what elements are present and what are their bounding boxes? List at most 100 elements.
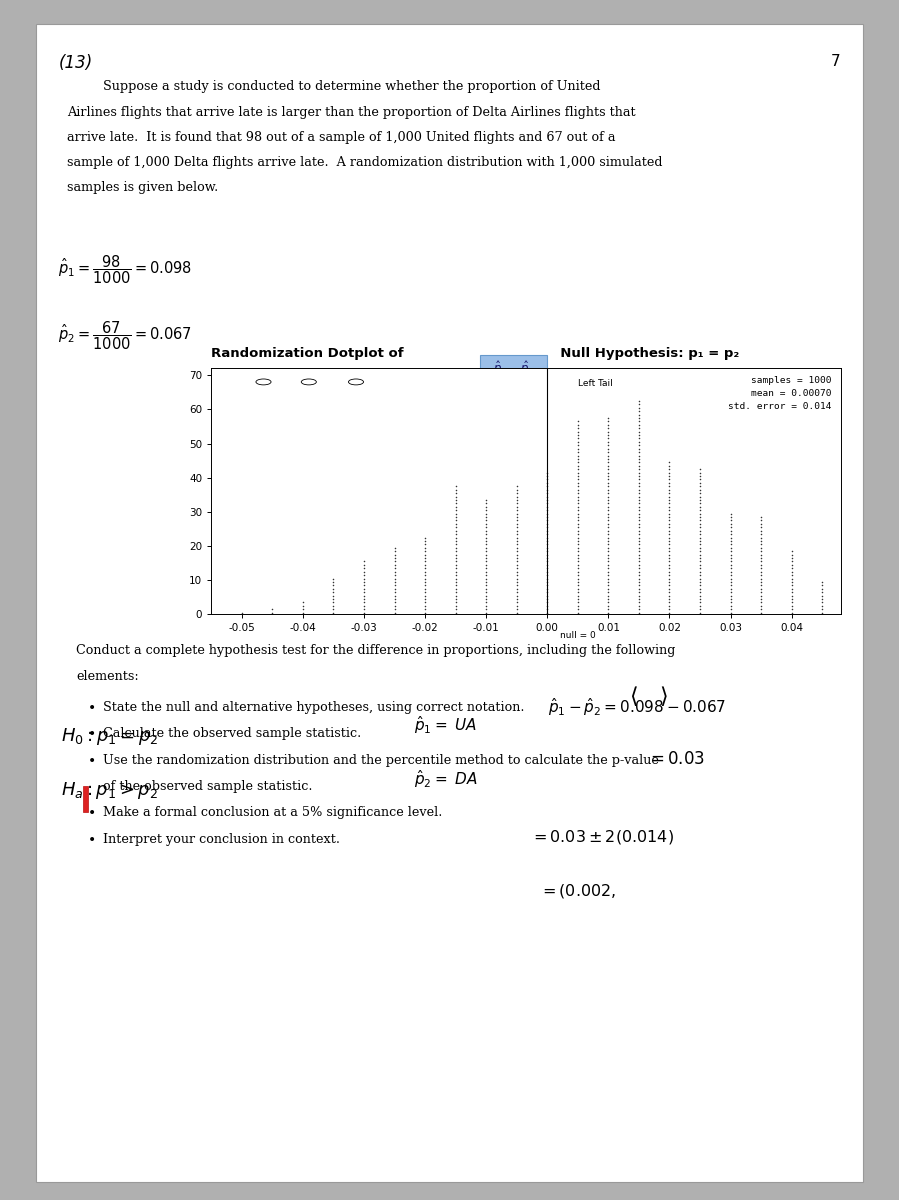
Point xyxy=(632,528,646,547)
Point xyxy=(724,511,738,530)
Point xyxy=(571,426,585,445)
Point xyxy=(540,589,555,608)
Point xyxy=(632,504,646,523)
Text: State the null and alternative hypotheses, using correct notation.: State the null and alternative hypothese… xyxy=(103,701,525,714)
Point xyxy=(479,515,494,534)
Point xyxy=(693,541,708,560)
Point xyxy=(387,562,402,581)
Point xyxy=(387,586,402,605)
Point xyxy=(571,504,585,523)
Point xyxy=(418,569,432,588)
Point xyxy=(540,532,555,551)
Point xyxy=(663,562,677,581)
Point xyxy=(540,473,555,492)
Point xyxy=(387,582,402,601)
Point xyxy=(785,582,799,601)
Point xyxy=(540,504,555,523)
Point xyxy=(663,589,677,608)
Point xyxy=(357,593,371,612)
Point xyxy=(449,484,463,503)
Text: of the observed sample statistic.: of the observed sample statistic. xyxy=(103,780,313,793)
Point xyxy=(693,600,708,619)
Point xyxy=(785,548,799,568)
Point xyxy=(571,470,585,490)
Point xyxy=(632,402,646,421)
Point xyxy=(479,497,494,516)
Text: •: • xyxy=(88,806,96,821)
Point xyxy=(571,449,585,468)
Point xyxy=(754,569,769,588)
Point xyxy=(540,484,555,503)
FancyBboxPatch shape xyxy=(36,24,863,1182)
Point xyxy=(754,548,769,568)
Point xyxy=(510,528,524,547)
Point xyxy=(418,593,432,612)
Point xyxy=(632,422,646,442)
Point xyxy=(479,535,494,554)
Point xyxy=(815,593,830,612)
Point xyxy=(601,545,616,564)
Point xyxy=(540,470,555,490)
Point xyxy=(571,541,585,560)
Point xyxy=(693,535,708,554)
Circle shape xyxy=(256,379,271,385)
Point xyxy=(540,572,555,592)
Point xyxy=(571,493,585,512)
Point xyxy=(449,524,463,544)
Point xyxy=(510,556,524,575)
Point xyxy=(663,569,677,588)
Point xyxy=(479,538,494,557)
Point xyxy=(357,572,371,592)
Point xyxy=(571,508,585,527)
Text: Conduct a complete hypothesis test for the difference in proportions, including : Conduct a complete hypothesis test for t… xyxy=(76,644,676,658)
Point xyxy=(846,593,860,612)
Point xyxy=(479,586,494,605)
Point xyxy=(663,500,677,520)
Point xyxy=(571,415,585,434)
Point xyxy=(663,580,677,599)
Point xyxy=(540,497,555,516)
Point xyxy=(601,535,616,554)
Point xyxy=(724,528,738,547)
Point xyxy=(785,559,799,578)
Point xyxy=(693,463,708,482)
Point xyxy=(601,476,616,496)
Point xyxy=(632,576,646,595)
Point xyxy=(632,463,646,482)
Point xyxy=(265,604,280,623)
Point xyxy=(449,562,463,581)
Point xyxy=(724,521,738,540)
Point xyxy=(754,582,769,601)
Point xyxy=(632,391,646,410)
Point xyxy=(601,426,616,445)
Point xyxy=(693,521,708,540)
Circle shape xyxy=(349,379,363,385)
Point xyxy=(693,569,708,588)
Text: $= 0.03$: $= 0.03$ xyxy=(647,750,706,768)
Point xyxy=(540,528,555,547)
Point xyxy=(632,552,646,571)
Point xyxy=(479,500,494,520)
Point xyxy=(449,521,463,540)
Text: Calculate the observed sample statistic.: Calculate the observed sample statistic. xyxy=(103,727,361,740)
Point xyxy=(449,532,463,551)
Point xyxy=(724,552,738,571)
Point xyxy=(724,593,738,612)
Text: $\hat{p}_1 - \hat{p}_2 = 0.098 - 0.067$: $\hat{p}_1 - \hat{p}_2 = 0.098 - 0.067$ xyxy=(548,696,726,718)
Point xyxy=(449,491,463,510)
Point xyxy=(693,528,708,547)
Point xyxy=(357,586,371,605)
Point xyxy=(449,541,463,560)
Point xyxy=(601,593,616,612)
Point xyxy=(296,600,310,619)
Point xyxy=(540,480,555,499)
Circle shape xyxy=(301,379,316,385)
Point xyxy=(510,552,524,571)
Point xyxy=(754,517,769,536)
Point xyxy=(754,552,769,571)
Point xyxy=(540,559,555,578)
Point xyxy=(785,562,799,581)
Text: Randomization Dotplot of: Randomization Dotplot of xyxy=(211,347,404,360)
Point xyxy=(693,538,708,557)
Point xyxy=(387,593,402,612)
